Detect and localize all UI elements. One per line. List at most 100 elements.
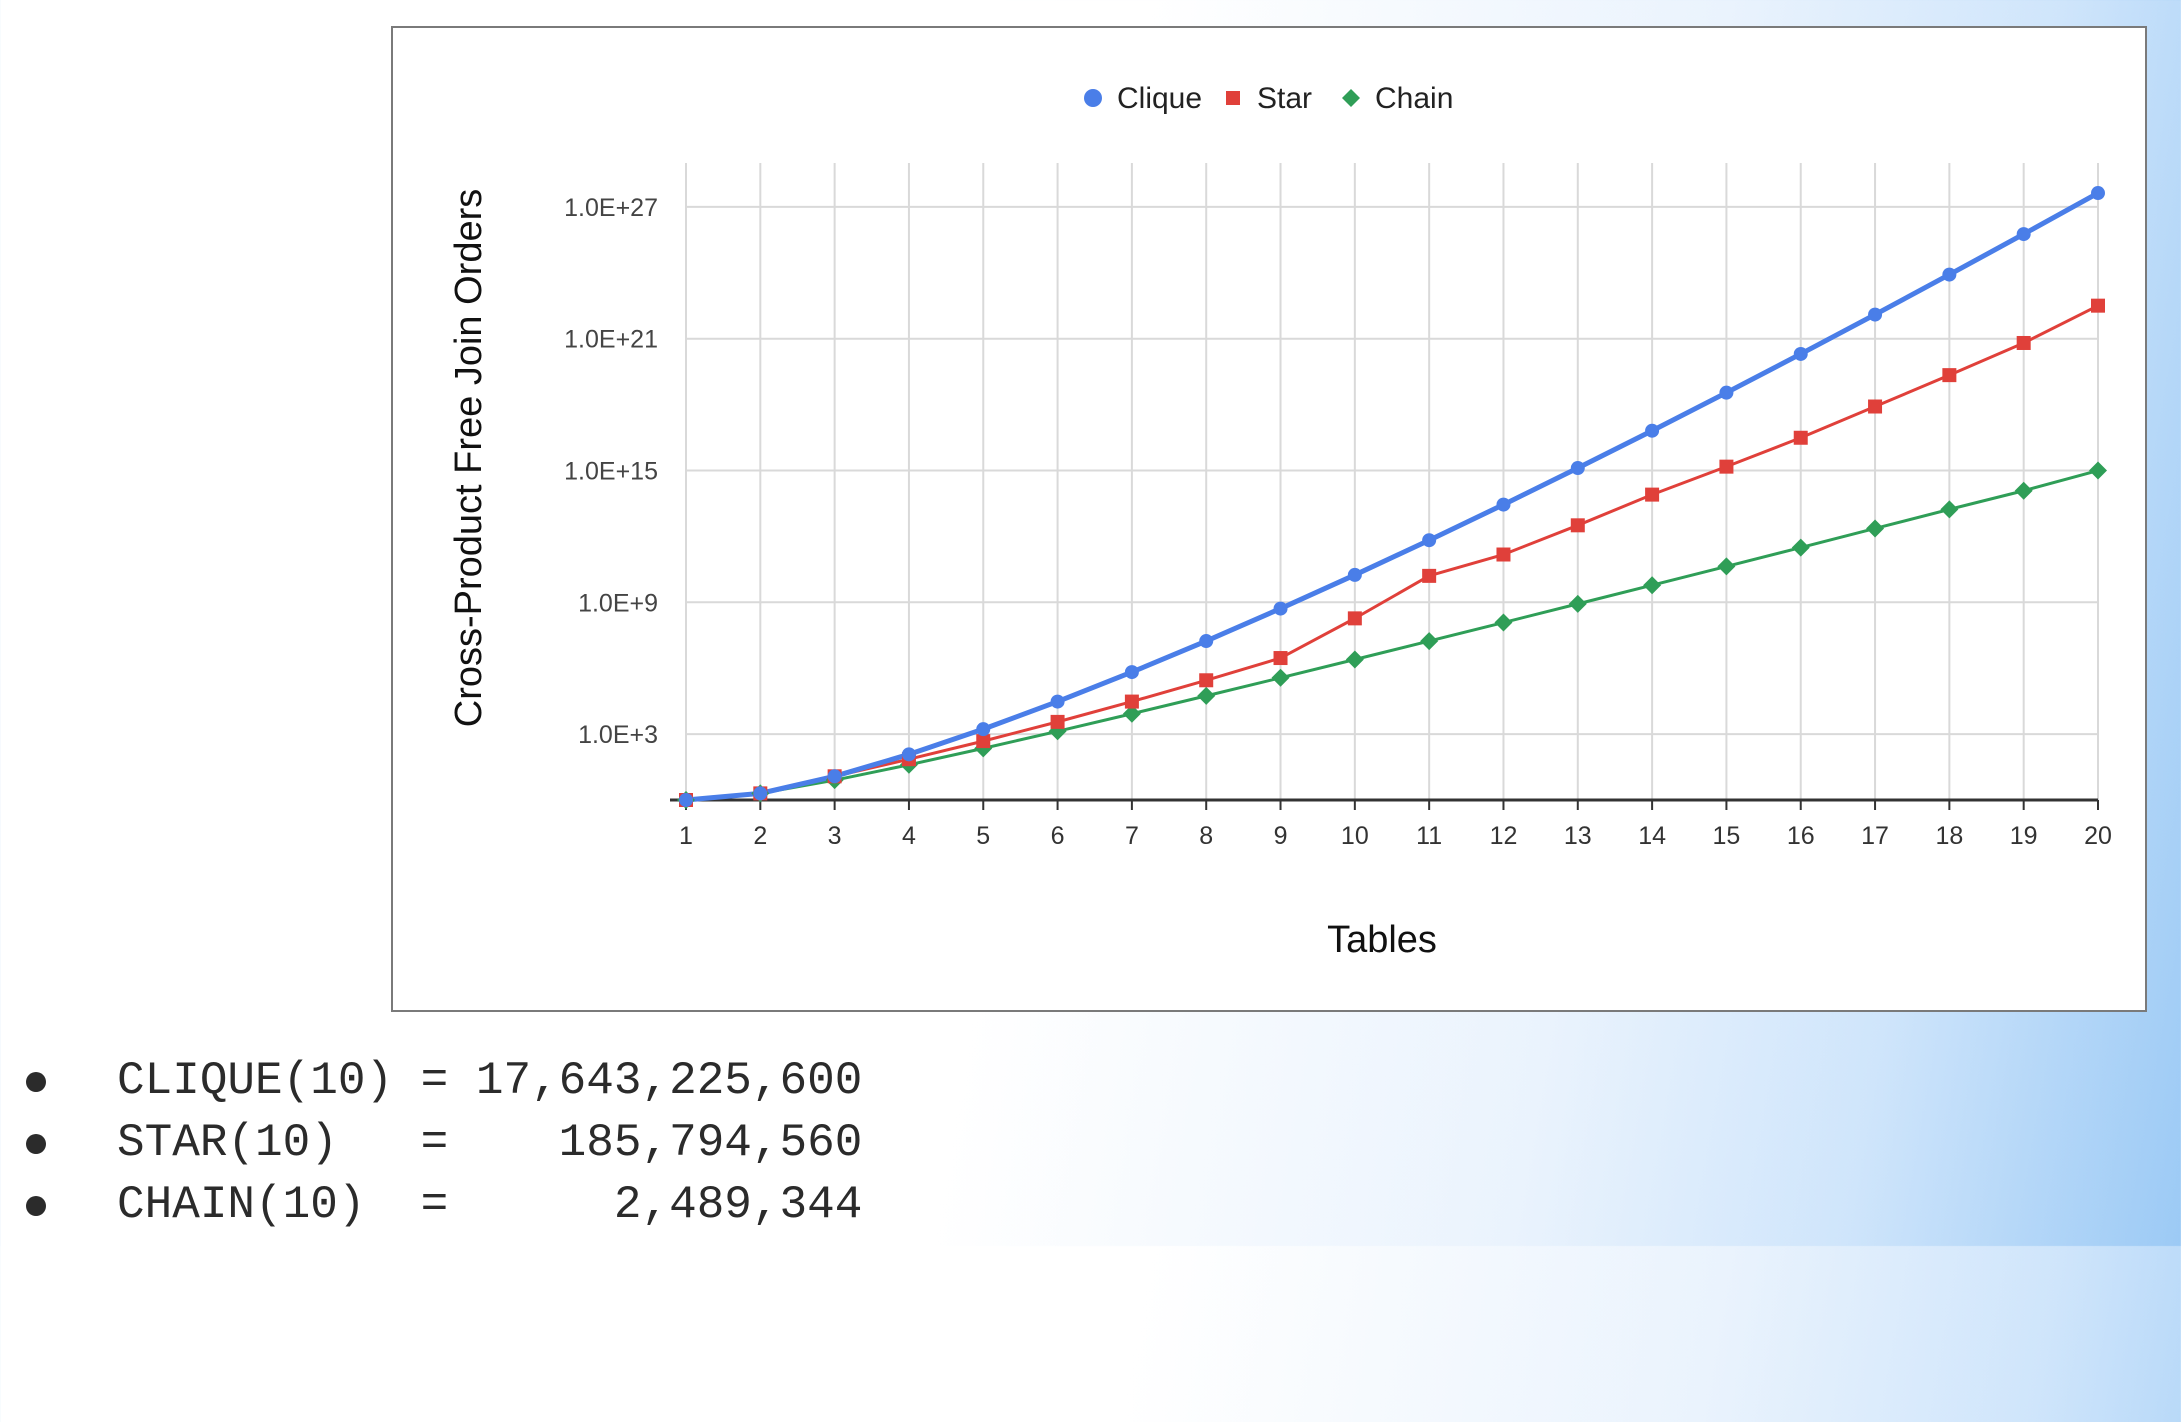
formula-item: CLIQUE(10) = 17,643,225,600 — [0, 1050, 862, 1112]
data-point-diamond — [2014, 481, 2033, 500]
grid-lines — [685, 163, 2099, 800]
data-point-diamond — [1717, 557, 1736, 576]
data-point-diamond — [1791, 538, 1810, 557]
data-point-circle — [2091, 186, 2105, 201]
series-markers — [677, 186, 2107, 809]
line-chart: 1 2 3 4 5 6 7 8 9 10 11 12 13 14 15 16 17 18 19 201.0E+31.0… — [448, 82, 2112, 961]
data-point-circle — [1868, 307, 1883, 322]
formula-chain: CHAIN(10) = 2,489,344 — [117, 1179, 863, 1231]
x-tick-label: 18 — [1935, 822, 1963, 850]
chart-panel: 1 2 3 4 5 6 7 8 9 10 11 12 13 14 15 16 17 18 19 20 1.0E+3 1.0… — [391, 26, 2147, 1012]
data-point-square — [2016, 335, 2031, 350]
legend-marker-star — [1226, 91, 1240, 105]
data-point-circle — [1273, 601, 1288, 616]
x-tick-label: 12 — [1490, 822, 1518, 850]
data-point-diamond — [1568, 594, 1587, 613]
legend-marker-chain — [1342, 89, 1360, 107]
data-point-square — [1273, 651, 1288, 666]
data-point-diamond — [1122, 704, 1141, 723]
series-line-chain — [684, 469, 2100, 802]
x-tick-label: 13 — [1564, 822, 1592, 850]
legend-label: Star — [1257, 82, 1312, 115]
x-axis-title: Tables — [1327, 919, 1437, 961]
data-point-square — [1050, 714, 1065, 729]
x-tick-label: 15 — [1713, 822, 1741, 850]
data-point-diamond — [1420, 632, 1439, 651]
data-point-square — [1422, 568, 1437, 583]
x-tick-label: 17 — [1861, 822, 1889, 850]
y-tick-label: 1.0E+3 — [578, 721, 658, 749]
data-point-diamond — [1643, 576, 1662, 595]
data-point-square — [1496, 547, 1511, 562]
data-point-circle — [1199, 634, 1214, 649]
data-point-diamond — [1271, 668, 1290, 687]
bullet-icon — [26, 1134, 46, 1154]
data-point-circle — [753, 786, 768, 801]
y-axis-title: Cross-Product Free Join Orders — [448, 189, 490, 728]
x-tick-label: 20 — [2084, 822, 2112, 850]
data-point-square — [1868, 399, 1883, 414]
data-point-square — [1942, 368, 1957, 383]
series-line-star — [684, 304, 2100, 802]
data-point-square — [1347, 611, 1362, 626]
data-point-circle — [1570, 461, 1585, 476]
formula-list: CLIQUE(10) = 17,643,225,600 STAR(10) = 1… — [0, 1050, 862, 1236]
data-point-circle — [901, 747, 916, 762]
data-point-square — [2091, 298, 2105, 313]
x-tick-label: 11 — [1416, 822, 1442, 850]
legend-item-chain: Chain — [1342, 82, 1453, 115]
data-point-circle — [1050, 694, 1065, 709]
data-point-circle — [1496, 497, 1511, 512]
data-point-circle — [2016, 227, 2031, 242]
data-point-diamond — [1940, 500, 1959, 519]
x-tick-label: 6 — [1051, 822, 1065, 850]
data-point-square — [1793, 430, 1808, 445]
x-tick-label: 16 — [1787, 822, 1815, 850]
data-point-circle — [1793, 346, 1808, 361]
legend-label: Clique — [1117, 82, 1202, 115]
series-lines — [683, 190, 2101, 803]
y-tick-label: 1.0E+9 — [578, 589, 658, 617]
data-point-square — [1199, 673, 1214, 688]
x-tick-label: 5 — [976, 822, 990, 850]
legend-label: Chain — [1375, 82, 1453, 115]
data-point-circle — [1347, 567, 1362, 582]
x-tick-label: 19 — [2010, 822, 2038, 850]
x-tick-label: 7 — [1125, 822, 1139, 850]
x-tick-label: 2 — [753, 822, 767, 850]
data-point-circle — [1645, 423, 1660, 438]
x-tick-label: 1 — [679, 822, 693, 850]
axes: 1 2 3 4 5 6 7 8 9 10 11 12 13 14 15 16 17 18 19 201.0E+31.0… — [564, 194, 2112, 850]
data-point-circle — [679, 793, 693, 807]
x-tick-label: 9 — [1274, 822, 1288, 850]
chart-legend: Clique Star Chain — [1084, 82, 1453, 115]
data-point-circle — [827, 769, 842, 784]
formula-item: CHAIN(10) = 2,489,344 — [0, 1174, 862, 1236]
legend-marker-clique — [1084, 89, 1102, 107]
data-point-circle — [1719, 385, 1734, 400]
data-point-diamond — [1866, 519, 1885, 538]
data-point-square — [1719, 459, 1734, 474]
data-point-circle — [1124, 665, 1139, 680]
data-point-diamond — [1494, 613, 1513, 632]
formula-item: STAR(10) = 185,794,560 — [0, 1112, 862, 1174]
legend-item-star: Star — [1226, 82, 1312, 115]
data-point-circle — [976, 722, 991, 737]
bullet-icon — [26, 1196, 46, 1216]
y-tick-label: 1.0E+21 — [564, 326, 658, 354]
formula-clique: CLIQUE(10) = 17,643,225,600 — [117, 1055, 863, 1107]
x-tick-label: 14 — [1638, 822, 1666, 850]
data-point-circle — [1942, 267, 1957, 282]
formula-star: STAR(10) = 185,794,560 — [117, 1117, 863, 1169]
bullet-icon — [26, 1072, 46, 1092]
data-point-square — [976, 734, 991, 749]
data-point-diamond — [1197, 686, 1216, 705]
y-tick-label: 1.0E+27 — [564, 194, 658, 222]
data-point-square — [1645, 487, 1660, 502]
x-tick-label: 3 — [828, 822, 842, 850]
x-tick-label: 8 — [1199, 822, 1213, 850]
data-point-circle — [1422, 533, 1437, 548]
x-tick-label: 4 — [902, 822, 916, 850]
data-point-square — [1570, 518, 1585, 533]
data-point-diamond — [1345, 650, 1364, 669]
